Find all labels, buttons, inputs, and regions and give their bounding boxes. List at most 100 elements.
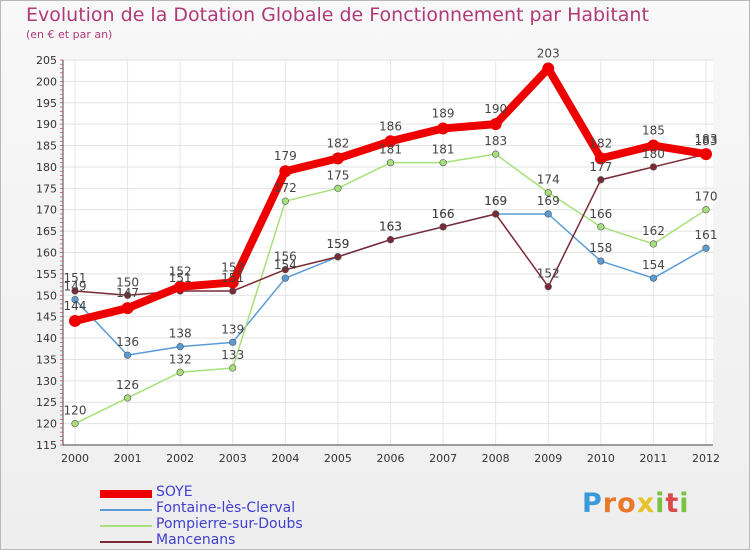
data-label-fontaine-l-s-clerval: 166: [432, 207, 455, 221]
data-point-soye: [437, 122, 450, 135]
data-label-soye: 182: [589, 136, 612, 150]
data-label-fontaine-l-s-clerval: 158: [589, 241, 612, 255]
data-label-pompierre-sur-doubs: 132: [169, 352, 192, 366]
data-label-pompierre-sur-doubs: 181: [379, 143, 402, 157]
data-point-fontaine-l-s-clerval: [123, 351, 132, 359]
data-label-fontaine-l-s-clerval: 149: [64, 280, 87, 294]
data-point-soye: [69, 314, 81, 327]
proxiti-logo: Proxiti: [582, 488, 690, 519]
data-point-pompierre-sur-doubs: [386, 159, 395, 167]
y-tick-label: 125: [36, 396, 57, 409]
x-tick-label: 2001: [114, 452, 142, 465]
legend-label: Mancenans: [156, 532, 236, 548]
data-label-pompierre-sur-doubs: 126: [116, 378, 139, 392]
data-point-pompierre-sur-doubs: [649, 240, 658, 248]
data-label-soye: 186: [379, 119, 402, 133]
y-tick-label: 150: [36, 289, 57, 302]
data-point-fontaine-l-s-clerval: [702, 244, 710, 252]
axes: 115 120 125 130 135 140 145 150 155 160 165 170 175 1…: [36, 54, 720, 465]
y-tick-label: 195: [36, 97, 57, 110]
logo-letter: r: [602, 488, 618, 519]
data-point-fontaine-l-s-clerval: [176, 343, 184, 351]
data-label-fontaine-l-s-clerval: 169: [484, 194, 507, 208]
y-tick-label: 145: [36, 311, 57, 324]
x-tick-label: 2007: [429, 452, 457, 465]
x-tick-label: 2002: [166, 452, 194, 465]
data-point-pompierre-sur-doubs: [334, 184, 342, 192]
logo-letter: t: [665, 488, 680, 519]
y-tick-label: 205: [36, 54, 57, 67]
chart-title: Evolution de la Dotation Globale de Fonc…: [26, 4, 649, 26]
logo-letter: x: [636, 488, 656, 519]
data-point-fontaine-l-s-clerval: [281, 274, 289, 282]
data-label-pompierre-sur-doubs: 172: [274, 181, 297, 195]
data-label-mancenans: 159: [326, 237, 349, 251]
data-label-fontaine-l-s-clerval: 169: [537, 194, 560, 208]
legend-swatch: [100, 490, 152, 498]
series: [69, 62, 712, 428]
data-label-mancenans: 177: [589, 160, 612, 174]
data-point-soye: [174, 280, 187, 293]
data-point-pompierre-sur-doubs: [492, 150, 500, 158]
y-tick-label: 200: [36, 75, 57, 88]
data-label-pompierre-sur-doubs: 170: [695, 190, 718, 204]
data-label-mancenans: 169: [484, 194, 507, 208]
logo-letter: i: [679, 488, 690, 519]
data-point-mancenans: [334, 253, 342, 261]
logo-letter: i: [655, 488, 666, 519]
chart-subtitle: (en € et par an): [26, 28, 113, 41]
data-label-soye: 144: [64, 299, 87, 313]
data-point-pompierre-sur-doubs: [176, 368, 184, 376]
legend-swatch: [100, 541, 152, 543]
y-tick-label: 160: [36, 247, 57, 260]
data-label-pompierre-sur-doubs: 166: [589, 207, 612, 221]
y-tick-label: 170: [36, 204, 57, 217]
data-label-mancenans: 156: [274, 250, 297, 264]
x-tick-label: 2003: [219, 452, 247, 465]
data-label-pompierre-sur-doubs: 175: [326, 168, 349, 182]
data-point-soye: [331, 152, 344, 165]
data-label-soye: 152: [169, 265, 192, 279]
y-tick-label: 185: [36, 140, 57, 153]
x-tick-label: 2000: [61, 452, 89, 465]
data-labels: 149 136 138 139 154 159 163 166 169 169 158 154 161 1…: [64, 47, 718, 418]
data-point-soye: [647, 139, 660, 152]
data-point-mancenans: [281, 266, 289, 274]
data-point-soye: [226, 276, 239, 289]
data-label-mancenans: 166: [432, 207, 455, 221]
data-label-pompierre-sur-doubs: 133: [221, 348, 244, 362]
legend-swatch: [100, 525, 152, 527]
data-point-mancenans: [229, 287, 237, 295]
y-tick-label: 140: [36, 332, 57, 345]
data-label-soye: 182: [326, 136, 349, 150]
y-tick-label: 120: [36, 418, 57, 431]
data-point-fontaine-l-s-clerval: [597, 257, 605, 265]
data-label-fontaine-l-s-clerval: 159: [326, 237, 349, 251]
legend-swatch: [100, 509, 152, 511]
data-point-fontaine-l-s-clerval: [544, 210, 552, 218]
data-label-pompierre-sur-doubs: 162: [642, 224, 665, 238]
data-label-fontaine-l-s-clerval: 154: [642, 258, 665, 272]
legend-label: Pompierre-sur-Doubs: [156, 516, 303, 532]
data-label-soye: 183: [695, 132, 718, 146]
x-tick-label: 2006: [377, 452, 405, 465]
x-tick-label: 2012: [692, 452, 720, 465]
data-label-mancenans: 163: [379, 220, 402, 234]
data-label-soye: 185: [642, 124, 665, 138]
data-label-mancenans: 183: [695, 134, 718, 148]
data-point-soye: [384, 135, 397, 148]
data-point-fontaine-l-s-clerval: [71, 295, 79, 304]
data-label-pompierre-sur-doubs: 120: [64, 404, 87, 418]
data-label-soye: 203: [537, 47, 560, 61]
data-label-soye: 189: [432, 106, 455, 120]
data-label-fontaine-l-s-clerval: 161: [695, 228, 718, 242]
data-label-soye: 147: [116, 286, 139, 300]
legend-label: Fontaine-lès-Clerval: [156, 500, 296, 516]
data-point-soye: [542, 62, 555, 75]
data-point-pompierre-sur-doubs: [71, 420, 79, 428]
data-label-mancenans: 151: [64, 271, 87, 285]
data-point-mancenans: [492, 210, 500, 218]
x-tick-label: 2005: [324, 452, 352, 465]
x-tick-label: 2011: [639, 452, 667, 465]
